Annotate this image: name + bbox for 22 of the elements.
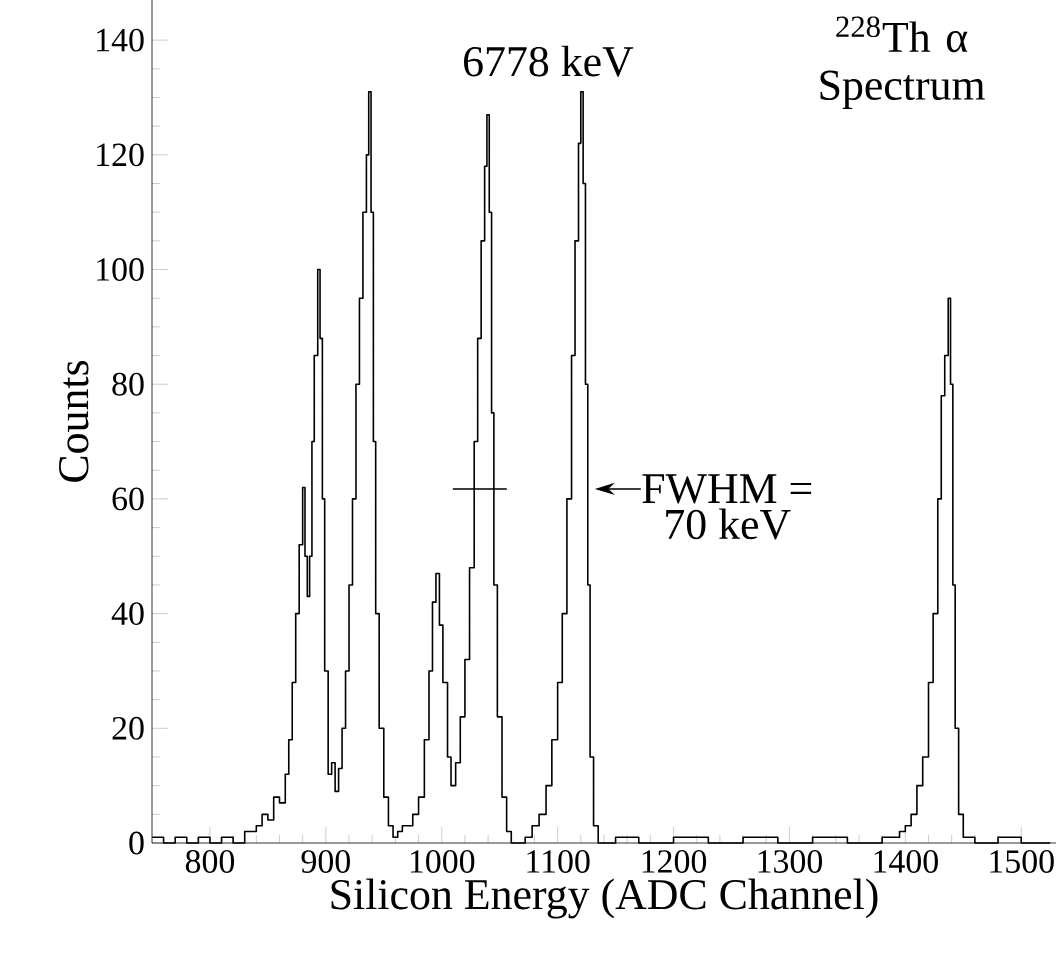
annotation: 6778 keV [463,45,634,77]
x-tick-label: 1100 [527,850,590,873]
y-tick-label: 0 [129,831,144,855]
text: $^{228}$Th α Spectrum [820,16,985,109]
annotation: FWHM = [642,474,812,504]
x-tick-label: 1500 [990,850,1054,873]
x-tick-label: 800 [185,850,235,873]
x-tick-label: 900 [301,850,350,873]
y-tick-label: 120 [97,143,144,167]
x-axis-title: Silicon Energy (ADC Channel) [331,878,878,919]
x-tick-label: 1200 [642,850,707,873]
x-tick-label: 1400 [874,850,938,873]
y-tick-label: 100 [97,258,144,281]
y-tick-label: 60 [112,487,144,511]
y-tick-label: 140 [97,28,144,52]
y-tick-label: 40 [111,602,144,626]
annotation: 70 keV [666,508,791,540]
y-tick-label: 20 [112,716,144,740]
y-tick-label: 80 [112,372,144,396]
x-tick-label: 1000 [410,850,475,873]
x-tick-label: 1300 [758,850,823,873]
y-axis-title: Counts [59,360,89,482]
